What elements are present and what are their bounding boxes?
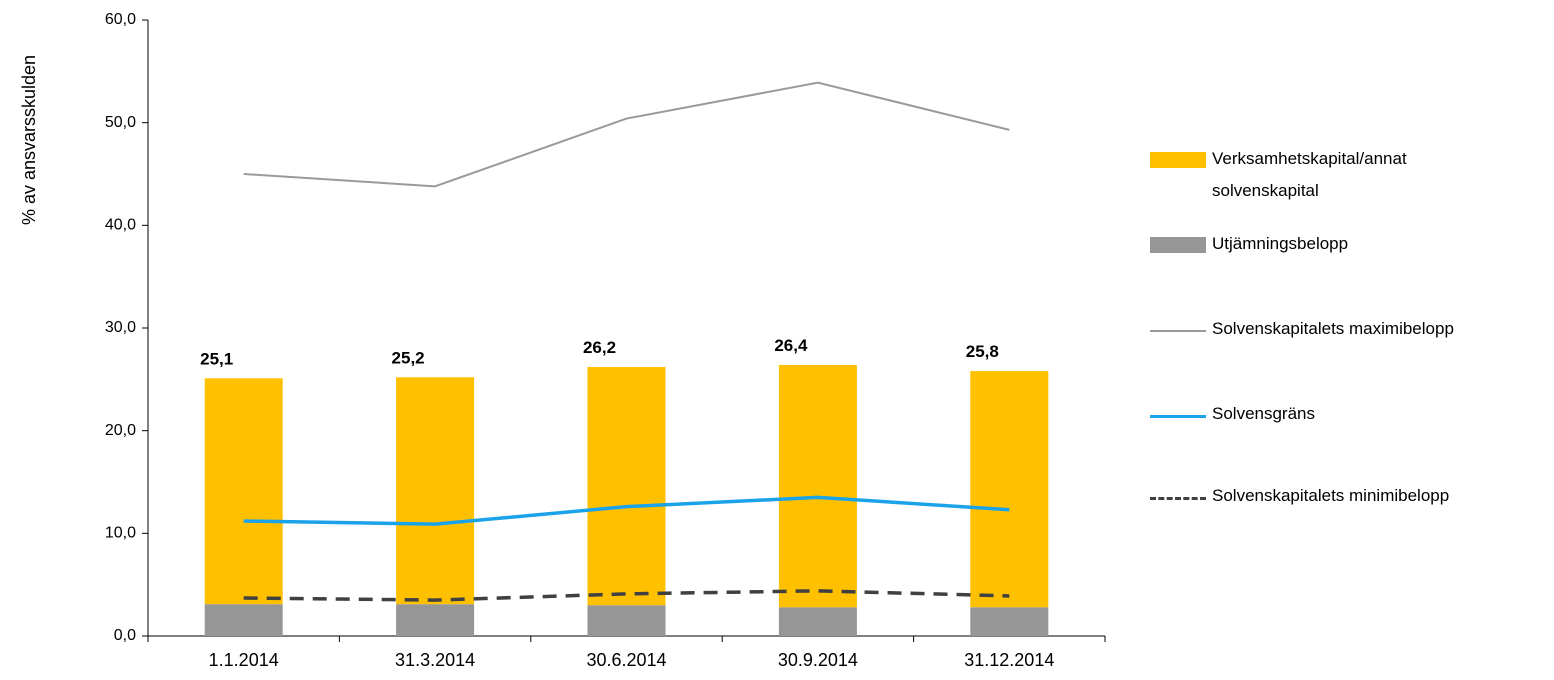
y-tick-label: 40,0 <box>105 217 136 234</box>
y-tick-label: 0,0 <box>114 627 136 644</box>
legend-label: Verksamhetskapital/annat solvenskapital <box>1212 149 1407 200</box>
line-series <box>243 495 1010 526</box>
legend-item: Solvenskapitalets maximibelopp <box>1150 319 1454 345</box>
legend-label: Utjämningsbelopp <box>1212 234 1349 253</box>
x-tick-label: 31.12.2014 <box>964 650 1054 670</box>
bar-segment <box>204 378 283 605</box>
legend-item: Solvensgräns <box>1150 404 1315 430</box>
total-label: 26,4 <box>774 336 808 355</box>
legend-swatch <box>1150 330 1206 332</box>
legend-item: Verksamhetskapital/annat solvenskapital <box>1150 149 1442 207</box>
bar-segment <box>970 371 1049 608</box>
bar-segment <box>970 607 1049 636</box>
legend-label: Solvenskapitalets maximibelopp <box>1212 319 1454 338</box>
total-label: 25,1 <box>200 349 233 368</box>
y-tick-label: 20,0 <box>105 422 136 439</box>
legend-swatch <box>1150 415 1206 418</box>
bar-segment <box>587 367 666 606</box>
legend-swatch <box>1150 237 1206 253</box>
legend-item: Utjämningsbelopp <box>1150 234 1348 260</box>
bar-segment <box>778 607 857 636</box>
y-axis-label: % av ansvarsskulden <box>19 55 39 225</box>
y-tick-label: 10,0 <box>105 525 136 542</box>
legend-item: Solvenskapitalets minimibelopp <box>1150 486 1449 512</box>
bar-segment <box>778 364 857 608</box>
total-label: 26,2 <box>583 338 616 357</box>
legend-swatch <box>1150 497 1206 500</box>
total-label: 25,8 <box>966 342 999 361</box>
bar-segment <box>396 604 475 636</box>
y-tick-label: 50,0 <box>105 114 136 131</box>
bar-segment <box>204 604 283 636</box>
bar-segment <box>396 377 475 605</box>
x-tick-label: 31.3.2014 <box>395 650 475 670</box>
legend-label: Solvensgräns <box>1212 404 1316 423</box>
line-series <box>243 589 1010 602</box>
line-series <box>243 81 1010 188</box>
bar-segment <box>587 605 666 636</box>
total-label: 25,2 <box>392 348 425 367</box>
legend-label: Solvenskapitalets minimibelopp <box>1212 486 1450 505</box>
legend-swatch <box>1150 152 1206 168</box>
x-tick-label: 30.9.2014 <box>778 650 858 670</box>
x-tick-label: 30.6.2014 <box>586 650 666 670</box>
x-tick-label: 1.1.2014 <box>209 650 279 670</box>
y-tick-label: 60,0 <box>105 11 136 28</box>
y-tick-label: 30,0 <box>105 319 136 336</box>
